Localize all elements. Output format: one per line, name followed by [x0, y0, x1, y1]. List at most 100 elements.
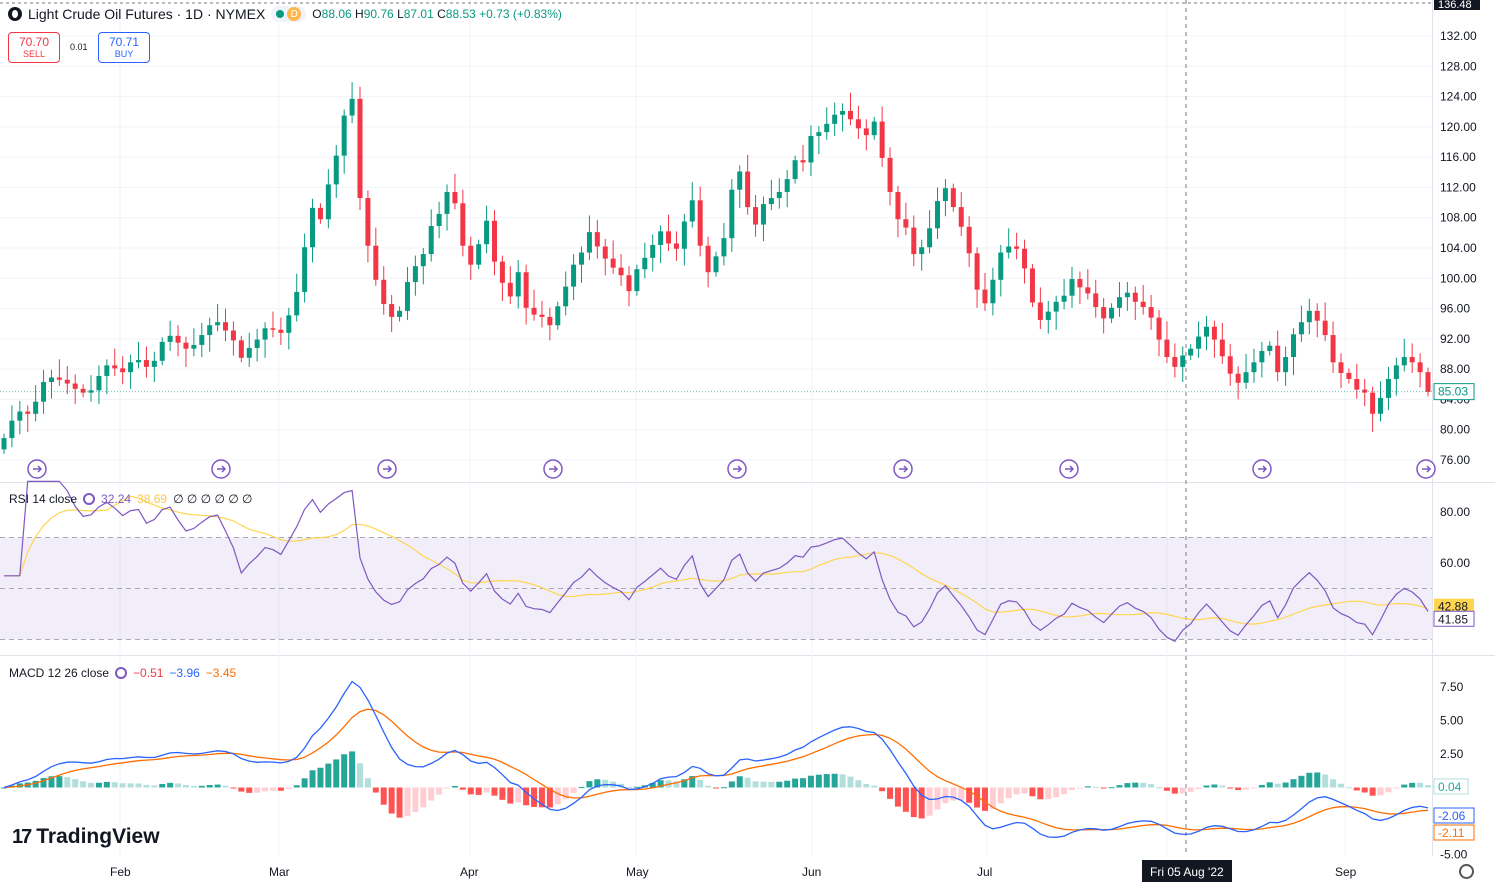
macd-hist-bar: [277, 787, 284, 791]
macd-hist-bar: [1377, 787, 1384, 796]
buy-button[interactable]: 70.71 BUY: [98, 32, 150, 63]
macd-hist-bar: [301, 778, 308, 788]
refresh-icon[interactable]: [115, 667, 128, 679]
macd-hist-bar: [1029, 787, 1036, 797]
ohlc-values: O88.06 H90.76 L87.01 C88.53 +0.73 (+0.83…: [312, 7, 562, 21]
macd-hist-bar: [56, 776, 63, 788]
candle-body: [120, 368, 126, 373]
candle-body: [1362, 389, 1368, 393]
candle-body: [855, 119, 861, 129]
macd-hist-bar: [103, 781, 110, 788]
tradingview-logo[interactable]: 17 TradingView: [12, 825, 160, 849]
macd-hist-bar: [863, 784, 870, 788]
candle-body: [539, 314, 545, 317]
macd-hist-bar: [341, 754, 348, 788]
macd-tag: [1433, 807, 1475, 824]
macd-hist-bar: [926, 787, 933, 816]
candle-body: [1211, 326, 1217, 340]
market-status-pill[interactable]: D: [271, 6, 307, 22]
delayed-badge: D: [287, 7, 302, 21]
macd-hist-bar: [989, 787, 996, 809]
macd-hist-bar: [918, 787, 925, 819]
event-arrow-icon: [1258, 465, 1268, 473]
rsi-legend[interactable]: RSI 14 close 32.24 38.69 ∅ ∅ ∅ ∅ ∅ ∅: [9, 492, 253, 506]
sell-button[interactable]: 70.70 SELL: [8, 32, 60, 63]
candle-body: [824, 123, 830, 133]
candle-body: [1417, 362, 1423, 373]
candle-body: [17, 411, 23, 421]
macd-hist-bar: [230, 787, 237, 789]
candle-body: [1283, 357, 1289, 373]
macd-hist-bar: [736, 776, 743, 788]
macd-hist-bar: [1013, 787, 1020, 795]
symbol-title[interactable]: Light Crude Oil Futures · 1D · NYMEX: [28, 6, 266, 22]
price-tick-label: 96.00: [1440, 302, 1470, 316]
macd-hist-bar: [681, 779, 688, 788]
macd-hist-bar: [499, 787, 506, 800]
candle-body: [1109, 307, 1115, 319]
macd-hist-tag-label: 0.04: [1438, 780, 1462, 794]
candle-body: [998, 252, 1004, 280]
candle-body: [800, 160, 806, 163]
macd-hist-bar: [1195, 787, 1202, 789]
candle-body: [871, 121, 877, 136]
macd-tick-label: 2.50: [1440, 747, 1464, 761]
macd-hist-bar: [1243, 787, 1250, 790]
macd-hist-bar: [515, 787, 522, 803]
macd-hist-bar: [64, 777, 71, 788]
candle-body: [697, 200, 703, 246]
candle-body: [88, 390, 94, 393]
close-label: C: [437, 7, 446, 21]
macd-hist-bar: [388, 787, 395, 814]
macd-hist-bar: [1290, 779, 1297, 788]
candle-body: [666, 231, 672, 244]
spread-value: 0.01: [70, 42, 88, 52]
event-arrow-icon: [733, 465, 743, 473]
macd-hist-bar: [459, 787, 466, 790]
candle-body: [1227, 356, 1233, 374]
macd-hist-bar: [1250, 787, 1257, 789]
macd-hist-bar: [1100, 787, 1107, 789]
macd-hist-bar: [1171, 787, 1178, 794]
macd-hist-tag: [1433, 778, 1469, 795]
open-value: 88.06: [321, 7, 352, 21]
candle-body: [9, 420, 15, 439]
candle-body: [302, 247, 308, 292]
macd-hist-bar: [673, 781, 680, 788]
macd-hist-bar: [586, 781, 593, 788]
rsi-ma-line: [4, 495, 1429, 625]
refresh-icon[interactable]: [83, 493, 96, 505]
macd-hist-bar: [467, 787, 474, 795]
candle-body: [1243, 372, 1249, 383]
macd-hist-bar: [1045, 787, 1052, 800]
macd-hist-bar: [713, 787, 719, 789]
candle-body: [41, 382, 47, 402]
candle-body: [1330, 335, 1336, 363]
macd-hist-bar: [364, 778, 371, 788]
candle-body: [911, 227, 917, 255]
macd-hist-bar: [1409, 782, 1416, 788]
macd-hist-bar: [815, 774, 822, 788]
macd-hist-bar: [887, 787, 894, 799]
rsi-tick-label: 60.00: [1440, 556, 1470, 570]
candle-body: [531, 307, 537, 315]
macd-hist-bar: [554, 787, 561, 805]
settings-icon[interactable]: [1459, 864, 1474, 879]
macd-hist-bar: [1385, 787, 1392, 793]
candle-body: [792, 160, 798, 180]
candle-body: [713, 256, 719, 273]
candle-body: [586, 232, 592, 253]
candle-body: [381, 279, 387, 305]
macd-hist-bar: [902, 787, 909, 812]
macd-hist-bar: [1, 787, 7, 789]
time-tick-label: Mar: [269, 865, 290, 879]
candle-body: [230, 330, 236, 341]
macd-hist-bar: [649, 783, 656, 788]
candle-body: [958, 207, 964, 227]
macd-legend[interactable]: MACD 12 26 close −0.51 −3.96 −3.45: [9, 666, 236, 680]
candle-body: [207, 325, 213, 336]
buy-label: BUY: [114, 49, 134, 59]
macd-hist-bar: [428, 787, 435, 801]
candle-body: [863, 128, 869, 136]
